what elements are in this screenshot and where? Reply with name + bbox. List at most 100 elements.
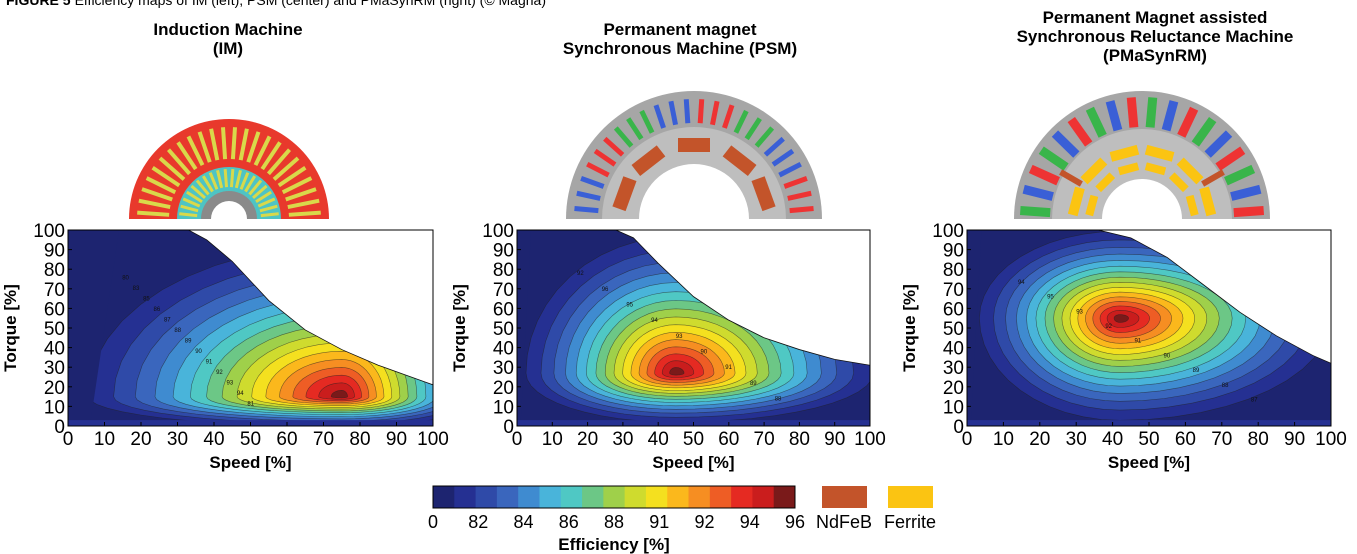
stator-winding [1022, 184, 1054, 201]
rotor-bar [180, 204, 199, 213]
contour-label: 95 [1047, 295, 1054, 301]
contour-band [1113, 314, 1129, 323]
stator-winding [771, 148, 795, 167]
y-tick-label: 90 [493, 241, 514, 262]
stator-slot [209, 128, 220, 161]
y-tick-label: 20 [943, 378, 964, 399]
ferrite-magnet [1080, 157, 1108, 185]
rotor-bar [186, 190, 203, 204]
max-torque-curve [68, 230, 433, 386]
y-tick-label: 90 [943, 241, 964, 262]
contour-label: 88 [1222, 383, 1229, 389]
rotor-bar [223, 169, 229, 188]
colorbar-tick-label: 94 [740, 512, 760, 532]
x-tick-label: 10 [94, 429, 115, 450]
y-tick-label: 10 [44, 397, 65, 418]
rotor-bar [216, 169, 224, 189]
y-tick-label: 80 [943, 260, 964, 281]
stator-winding [787, 190, 812, 201]
x-tick-label: 90 [1284, 429, 1305, 450]
x-tick-label: 90 [824, 429, 845, 450]
ferrite-magnet [1067, 186, 1085, 217]
contour-label: 93 [676, 334, 683, 340]
y-tick-label: 40 [943, 339, 964, 360]
contour-label: 94 [651, 318, 658, 324]
ferrite-magnet [1144, 144, 1175, 162]
stator-winding [1161, 100, 1179, 132]
y-tick-label: 20 [493, 378, 514, 399]
contour-label: 91 [725, 365, 732, 371]
im-title-line-1: Induction Machine [153, 20, 303, 39]
contour-label: 89 [1193, 368, 1200, 374]
y-axis-label: Torque [%] [1, 284, 20, 372]
colorbar-swatch [496, 486, 519, 508]
rotor-bar [234, 169, 242, 189]
im-cross-section [129, 119, 329, 219]
stator-slot [145, 176, 177, 195]
y-tick-label: 50 [44, 319, 65, 340]
ferrite-magnet [1176, 157, 1204, 185]
contour-label: 92 [1105, 324, 1112, 330]
rotor-bar [248, 179, 263, 196]
ndfeb-magnet [1201, 169, 1225, 187]
stator-winding [778, 161, 802, 178]
colorbar-swatch [667, 486, 690, 508]
colorbar-tick-label: 84 [513, 512, 533, 532]
x-tick-label: 50 [240, 429, 261, 450]
contour-label: 96 [602, 287, 609, 293]
rotor-bar [190, 184, 206, 199]
shaft-bore [211, 201, 247, 219]
figure-caption-text: Efficiency maps of IM (left), PSM (cente… [74, 0, 546, 8]
ndfeb-magnet [678, 138, 710, 152]
ferrite-magnet [1095, 172, 1116, 193]
colorbar-swatch [582, 486, 604, 508]
stator-winding [626, 117, 644, 141]
colorbar-frame [432, 485, 796, 509]
colorbar-swatch [539, 486, 562, 508]
stator-winding [1215, 146, 1246, 171]
rotor-bar [195, 179, 210, 196]
x-tick-label: 20 [1029, 429, 1050, 450]
colorbar-swatch [624, 486, 647, 508]
stator-slot [141, 187, 173, 202]
stator-winding [710, 100, 720, 126]
colorbar-tick-label: 92 [694, 512, 714, 532]
x-tick-label: 80 [789, 429, 810, 450]
x-tick-label: 10 [542, 429, 563, 450]
x-tick-label: 100 [1315, 429, 1347, 450]
psm-title-line-1: Permanent magnet [603, 20, 757, 39]
max-torque-curve [967, 230, 1331, 364]
contour-label: 95 [626, 302, 633, 308]
stator-winding [733, 109, 749, 134]
contour-label: 93 [1076, 309, 1083, 315]
y-tick-label: 100 [932, 221, 964, 242]
contour-layers: 94 95 93 92 91 90 89 88 87 [967, 230, 1331, 426]
colorbar-swatch [603, 486, 626, 508]
stator-winding [576, 190, 601, 201]
im-title-line-2: (IM) [212, 39, 244, 58]
x-tick-label: 50 [1138, 429, 1159, 450]
stator-winding [744, 117, 762, 141]
x-tick-label: 40 [648, 429, 669, 450]
stator-slot [285, 187, 317, 202]
psm-title-line-2: Synchronous Machine (PSM) [562, 39, 798, 58]
ferrite-magnet [1144, 162, 1167, 176]
stator-winding [593, 148, 617, 167]
y-axis-label: Torque [%] [900, 284, 919, 372]
stator-slot [246, 131, 261, 163]
colorbar-tick-label: 86 [559, 512, 579, 532]
contour-label: 90 [1164, 353, 1171, 359]
ndfeb-magnet [751, 176, 776, 212]
y-tick-label: 30 [493, 358, 514, 379]
y-tick-label: 50 [493, 319, 514, 340]
x-tick-label: 10 [993, 429, 1014, 450]
stator-winding [1145, 97, 1158, 128]
shaft-bore [639, 164, 749, 219]
x-axis-label: Speed [%] [1108, 453, 1190, 472]
rotor-bar [179, 212, 198, 218]
stator-slot [287, 198, 320, 210]
y-tick-label: 40 [44, 339, 65, 360]
x-tick-label: 90 [386, 429, 407, 450]
